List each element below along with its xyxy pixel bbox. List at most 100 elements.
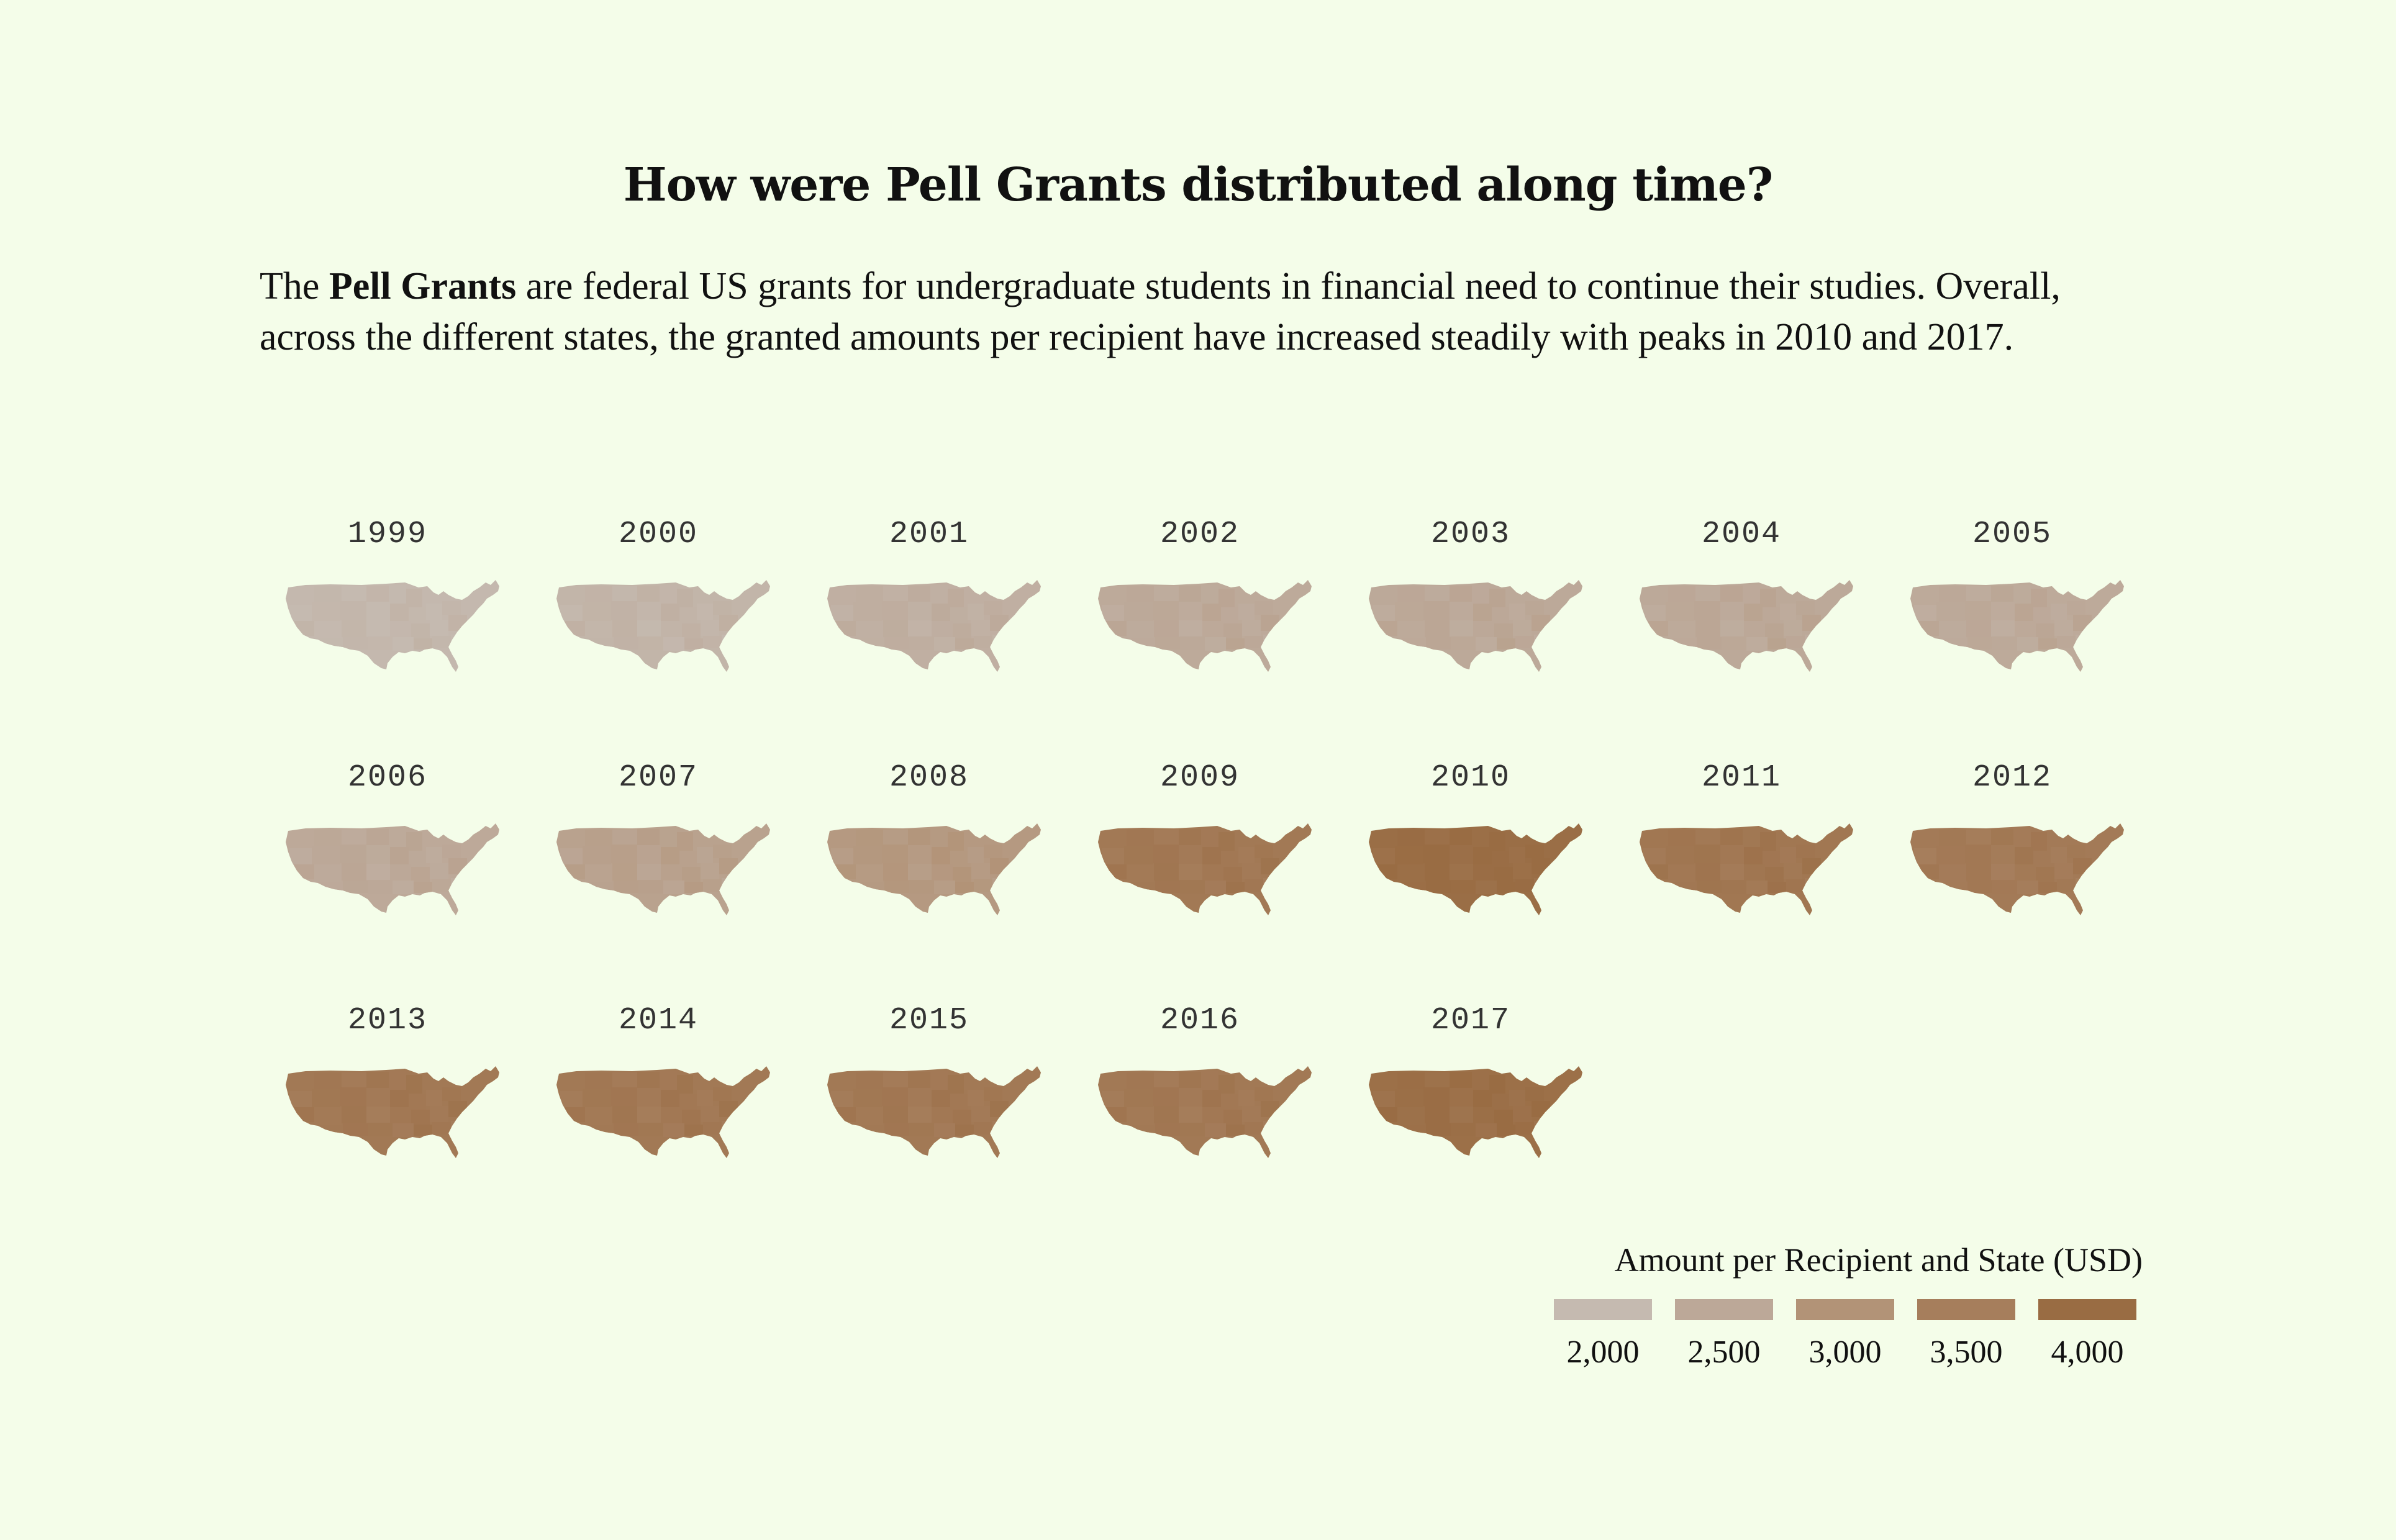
- state-cell: [697, 847, 713, 863]
- us-map-2000: [556, 580, 770, 672]
- state-cell: [1423, 845, 1450, 863]
- state-cell: [1202, 847, 1221, 864]
- state-cell: [1218, 589, 1235, 607]
- state-cell: [713, 601, 732, 615]
- state-cell: [1697, 637, 1722, 650]
- state-cell: [1373, 831, 1397, 848]
- state-cell: [1643, 848, 1666, 864]
- state-cell: [314, 621, 342, 638]
- state-cell: [909, 880, 934, 894]
- state-cell: [1509, 604, 1525, 620]
- state-cell: [1221, 607, 1238, 623]
- state-cell: [883, 1072, 908, 1087]
- state-cell: [1102, 1074, 1127, 1091]
- state-cell: [312, 846, 340, 864]
- state-cell: [882, 845, 908, 863]
- state-cell: [342, 1106, 366, 1123]
- state-cell: [1744, 847, 1763, 864]
- state-cell: [1180, 1123, 1205, 1136]
- state-cell: [414, 1125, 432, 1136]
- state-cell: [1218, 1075, 1235, 1094]
- us-map-2007: [556, 823, 770, 915]
- state-cell: [637, 586, 660, 602]
- state-cell: [366, 829, 389, 845]
- map-year-label: 2009: [1159, 760, 1240, 795]
- state-cell: [719, 858, 738, 874]
- state-cell: [1966, 830, 1991, 845]
- state-cell: [560, 587, 585, 605]
- state-cell: [1722, 880, 1746, 894]
- state-cell: [2076, 635, 2088, 653]
- state-cell: [366, 1107, 390, 1123]
- legend-swatch: [1675, 1299, 1773, 1320]
- state-cell: [1991, 829, 2013, 845]
- state-cell: [932, 1090, 950, 1107]
- state-cell: [1261, 858, 1279, 874]
- state-cell: [293, 1107, 314, 1122]
- state-cell: [1768, 638, 1786, 650]
- state-cell: [1450, 829, 1472, 845]
- state-cell: [835, 1107, 856, 1122]
- state-cell: [713, 1087, 732, 1101]
- state-cell: [1473, 604, 1492, 621]
- state-cell: [1805, 635, 1817, 653]
- state-cell: [1205, 881, 1226, 894]
- state-cell: [585, 1072, 612, 1089]
- state-cell: [679, 607, 697, 623]
- state-cell: [1720, 586, 1743, 602]
- state-cell: [585, 621, 612, 638]
- state-cell: [1473, 864, 1494, 881]
- state-cell: [1397, 1107, 1425, 1125]
- state-cell: [1939, 864, 1966, 882]
- us-map-2005: [1910, 580, 2124, 672]
- state-cell: [955, 1125, 974, 1136]
- state-cell: [908, 1072, 930, 1088]
- state-cell: [856, 1072, 883, 1089]
- state-cell: [2038, 638, 2057, 650]
- state-cell: [883, 830, 908, 845]
- chart-description: The Pell Grants are federal US grants fo…: [260, 261, 2135, 363]
- state-cell: [1694, 601, 1720, 620]
- state-cell: [1497, 882, 1515, 893]
- state-cell: [1180, 636, 1205, 650]
- state-cell: [1513, 1106, 1532, 1122]
- state-cell: [1201, 828, 1218, 847]
- state-cell: [585, 864, 612, 882]
- state-cell: [1130, 1125, 1155, 1133]
- state-cell: [1967, 881, 1992, 893]
- state-cell: [1534, 1121, 1546, 1139]
- state-cell: [637, 1088, 661, 1107]
- state-cell: [1395, 846, 1423, 864]
- state-cell: [1666, 846, 1694, 864]
- state-cell: [1124, 602, 1153, 621]
- state-cell: [1154, 620, 1179, 637]
- state-cell: [856, 1107, 883, 1125]
- state-cell: [1967, 637, 1992, 650]
- state-cell: [1154, 1106, 1179, 1123]
- state-cell: [1509, 847, 1525, 863]
- state-cell: [1127, 1107, 1154, 1125]
- state-cell: [2067, 845, 2085, 858]
- state-cell: [909, 1123, 934, 1136]
- state-cell: [366, 1072, 389, 1088]
- legend-swatch: [1796, 1299, 1894, 1320]
- state-cell: [660, 828, 677, 847]
- state-cell: [1768, 882, 1786, 893]
- state-cell: [955, 882, 974, 893]
- state-cell: [1796, 845, 1815, 858]
- state-cell: [853, 846, 882, 864]
- state-cell: [583, 846, 611, 864]
- map-year-label: 2016: [1159, 1003, 1240, 1038]
- state-cell: [312, 602, 340, 621]
- state-cell: [1476, 881, 1497, 894]
- state-cell: [318, 882, 343, 890]
- state-cell: [930, 585, 948, 604]
- state-cell: [2036, 623, 2054, 638]
- state-cell: [614, 637, 638, 650]
- state-cell: [1939, 586, 1966, 602]
- state-cell: [289, 1074, 314, 1091]
- state-cell: [1179, 864, 1202, 880]
- state-cell: [1180, 880, 1205, 894]
- state-cell: [1765, 867, 1784, 882]
- state-cell: [426, 847, 442, 863]
